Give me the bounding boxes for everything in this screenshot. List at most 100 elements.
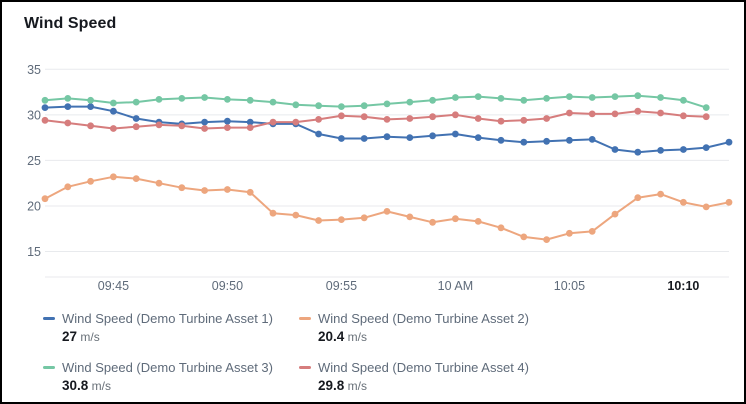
data-point[interactable] (224, 117, 231, 125)
data-point[interactable] (224, 96, 231, 103)
data-point[interactable] (269, 98, 277, 106)
data-point[interactable] (41, 195, 49, 203)
data-point[interactable] (201, 118, 209, 126)
data-point[interactable] (566, 109, 573, 117)
data-point[interactable] (224, 124, 231, 131)
data-point[interactable] (680, 112, 687, 120)
data-point[interactable] (588, 110, 596, 118)
data-point[interactable] (474, 115, 482, 122)
data-point[interactable] (725, 198, 733, 206)
data-point[interactable] (588, 136, 596, 143)
data-point[interactable] (132, 123, 140, 131)
data-point[interactable] (429, 113, 436, 121)
data-point[interactable] (246, 188, 254, 196)
data-point[interactable] (429, 96, 436, 104)
data-point[interactable] (110, 107, 117, 115)
data-point[interactable] (201, 187, 209, 194)
data-point[interactable] (132, 115, 140, 122)
data-point[interactable] (657, 109, 664, 117)
data-point[interactable] (657, 94, 664, 101)
data-point[interactable] (702, 144, 710, 151)
data-point[interactable] (452, 215, 459, 223)
data-point[interactable] (566, 136, 573, 144)
data-point[interactable] (64, 95, 72, 102)
data-point[interactable] (520, 116, 528, 124)
data-point[interactable] (338, 135, 345, 142)
data-point[interactable] (520, 233, 528, 241)
data-point[interactable] (474, 134, 482, 141)
data-point[interactable] (155, 96, 163, 103)
data-point[interactable] (132, 98, 140, 106)
wind-speed-line-chart[interactable]: 15 20 25 30 35 09:45 09:50 09:55 10 AM 10:05 10:10 (2, 58, 746, 302)
data-point[interactable] (132, 175, 140, 182)
data-point[interactable] (41, 96, 49, 104)
data-point[interactable] (474, 218, 482, 225)
data-point[interactable] (292, 211, 300, 219)
data-point[interactable] (406, 98, 414, 106)
data-point[interactable] (246, 96, 254, 104)
data-point[interactable] (520, 96, 528, 104)
data-point[interactable] (155, 121, 163, 129)
data-point[interactable] (292, 101, 300, 109)
data-point[interactable] (201, 125, 209, 132)
data-point[interactable] (87, 96, 94, 104)
data-point[interactable] (315, 102, 322, 110)
data-point[interactable] (87, 177, 94, 185)
data-point[interactable] (110, 125, 117, 132)
data-point[interactable] (383, 100, 391, 108)
data-point[interactable] (41, 116, 49, 124)
data-point[interactable] (64, 103, 72, 110)
data-point[interactable] (543, 115, 550, 122)
data-point[interactable] (611, 210, 619, 218)
data-point[interactable] (315, 130, 322, 138)
data-point[interactable] (497, 117, 505, 125)
data-point[interactable] (360, 214, 368, 222)
data-point[interactable] (611, 146, 619, 153)
data-point[interactable] (360, 113, 368, 121)
data-point[interactable] (383, 116, 391, 123)
data-point[interactable] (429, 218, 436, 226)
data-point[interactable] (611, 93, 619, 100)
data-point[interactable] (725, 138, 733, 146)
data-point[interactable] (702, 203, 710, 211)
data-point[interactable] (224, 186, 231, 193)
data-point[interactable] (543, 95, 550, 102)
data-point[interactable] (566, 229, 573, 237)
data-point[interactable] (520, 138, 528, 146)
data-point[interactable] (338, 216, 345, 224)
data-point[interactable] (566, 93, 573, 100)
data-point[interactable] (338, 112, 345, 120)
data-point[interactable] (452, 111, 459, 119)
data-point[interactable] (588, 94, 596, 101)
data-point[interactable] (155, 179, 163, 187)
data-point[interactable] (634, 148, 642, 156)
data-point[interactable] (383, 208, 391, 215)
data-point[interactable] (543, 137, 550, 145)
data-point[interactable] (543, 236, 550, 244)
data-point[interactable] (246, 124, 254, 131)
data-point[interactable] (702, 113, 710, 121)
data-point[interactable] (634, 92, 642, 100)
data-point[interactable] (452, 130, 459, 138)
data-point[interactable] (110, 173, 117, 181)
data-point[interactable] (360, 102, 368, 110)
data-point[interactable] (315, 116, 322, 123)
data-point[interactable] (178, 95, 186, 102)
data-point[interactable] (634, 107, 642, 115)
data-point[interactable] (657, 190, 664, 198)
data-point[interactable] (201, 94, 209, 101)
data-point[interactable] (338, 103, 345, 110)
data-point[interactable] (497, 95, 505, 102)
data-point[interactable] (680, 96, 687, 104)
data-point[interactable] (406, 134, 414, 141)
data-point[interactable] (611, 110, 619, 118)
data-point[interactable] (178, 122, 186, 130)
data-point[interactable] (64, 119, 72, 127)
data-point[interactable] (474, 93, 482, 100)
data-point[interactable] (497, 136, 505, 144)
data-point[interactable] (269, 209, 277, 217)
data-point[interactable] (702, 104, 710, 111)
data-point[interactable] (680, 146, 687, 153)
data-point[interactable] (429, 132, 436, 140)
data-point[interactable] (497, 224, 505, 232)
